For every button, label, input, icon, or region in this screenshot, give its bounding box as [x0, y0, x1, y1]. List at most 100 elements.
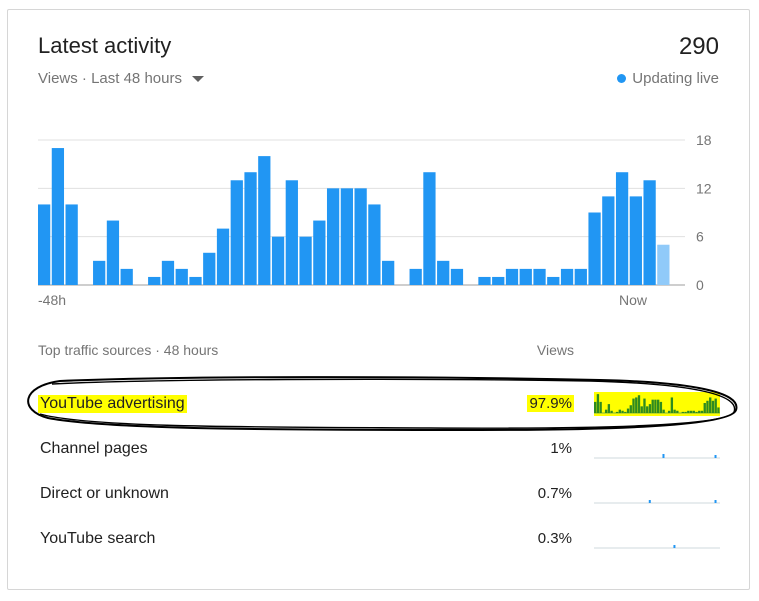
total-views: 290 — [678, 33, 719, 60]
y-tick-label: 12 — [696, 180, 712, 196]
bar[interactable] — [258, 156, 271, 285]
bar[interactable] — [285, 180, 298, 285]
dropdown-caret-icon — [191, 75, 204, 82]
sparkline-bar — [711, 400, 715, 413]
sparkline-bar — [637, 395, 641, 413]
sparkline-bar — [604, 409, 608, 413]
sparkline-bar — [621, 410, 624, 413]
bar[interactable] — [326, 188, 340, 285]
bar[interactable] — [203, 252, 216, 285]
bar[interactable] — [51, 148, 65, 285]
sparkline-bar — [654, 399, 657, 413]
sparkline-bar — [698, 410, 701, 413]
bar[interactable] — [560, 268, 574, 285]
bar[interactable] — [450, 268, 464, 285]
bar[interactable] — [271, 236, 285, 285]
bar[interactable] — [244, 172, 257, 285]
sparkline-bar — [626, 408, 630, 413]
bar[interactable] — [615, 172, 629, 285]
sparkline-bar — [700, 410, 704, 413]
y-tick-label: 0 — [696, 277, 704, 293]
views-column-header: Views — [536, 342, 574, 358]
sparkline-bar — [659, 401, 663, 413]
sparkline-bar — [714, 500, 717, 503]
sparkline-bar — [673, 409, 676, 413]
traffic-source-share: 97.9% — [527, 395, 574, 412]
sparkline-bar — [692, 410, 695, 413]
traffic-sources-header: Top traffic sources · 48 hours — [38, 342, 219, 358]
traffic-row-youtube-search[interactable]: YouTube search 0.3% — [38, 527, 720, 551]
traffic-row-direct-or-unknown[interactable]: Direct or unknown 0.7% — [38, 482, 720, 506]
bar[interactable] — [574, 268, 587, 285]
bar[interactable] — [230, 180, 243, 285]
sparkline-bar — [594, 401, 597, 413]
bar[interactable] — [38, 204, 51, 285]
sparkline-bar — [632, 398, 635, 413]
bar[interactable] — [65, 204, 78, 285]
sparkline-bar — [706, 400, 709, 413]
bar[interactable] — [643, 180, 656, 285]
bar[interactable] — [93, 260, 106, 285]
bar[interactable] — [492, 276, 505, 285]
bar[interactable] — [437, 260, 450, 285]
bar[interactable] — [519, 268, 532, 285]
bar[interactable] — [505, 268, 519, 285]
bar[interactable] — [161, 260, 175, 285]
traffic-row-channel-pages[interactable]: Channel pages 1% — [38, 437, 720, 461]
bar[interactable] — [423, 172, 436, 285]
bar[interactable] — [409, 268, 422, 285]
bar[interactable] — [216, 228, 230, 285]
bar[interactable] — [106, 220, 120, 285]
bar[interactable] — [120, 268, 133, 285]
y-tick-label: 6 — [696, 229, 704, 245]
bar[interactable] — [602, 196, 615, 285]
bar[interactable] — [382, 260, 395, 285]
bar[interactable] — [299, 236, 312, 285]
sparkline-bar — [599, 401, 602, 413]
traffic-sparkline — [594, 392, 720, 416]
bar[interactable] — [313, 220, 326, 285]
sparkline-bar — [689, 410, 693, 413]
sparkline-bar — [646, 406, 649, 413]
sparkline-bar — [624, 411, 627, 413]
live-status-label: Updating live — [632, 70, 719, 87]
traffic-source-label: YouTube advertising — [38, 395, 187, 413]
traffic-source-share: 0.3% — [537, 530, 572, 547]
metric-period-dropdown[interactable]: Views · Last 48 hours — [38, 70, 204, 87]
sparkline-bar — [673, 545, 676, 548]
bar[interactable] — [354, 188, 367, 285]
sparkline-bar — [662, 409, 665, 413]
sparkline-bar — [648, 500, 651, 503]
traffic-source-label: Channel pages — [40, 440, 148, 457]
sparkline-bar — [676, 410, 679, 413]
bar[interactable] — [340, 188, 353, 285]
bar[interactable] — [189, 276, 202, 285]
sparkline-bar — [615, 411, 619, 413]
latest-activity-card — [7, 9, 750, 590]
sparkline-bar — [635, 397, 638, 413]
sparkline-bar — [667, 410, 671, 413]
traffic-source-share: 0.7% — [537, 485, 572, 502]
bar[interactable] — [478, 276, 491, 285]
traffic-source-share: 1% — [550, 440, 572, 457]
x-label-end: Now — [619, 292, 648, 308]
sparkline-bar — [670, 397, 674, 413]
sparkline-bar — [607, 404, 611, 413]
bar[interactable] — [175, 268, 188, 285]
sparkline-bar — [709, 397, 712, 413]
bar[interactable] — [547, 276, 560, 285]
sparkline-bar — [717, 407, 720, 413]
bar[interactable] — [148, 276, 161, 285]
bar[interactable] — [368, 204, 381, 285]
bar[interactable] — [533, 268, 546, 285]
bar[interactable] — [588, 212, 601, 286]
traffic-row-youtube-advertising[interactable]: YouTube advertising 97.9% — [38, 392, 720, 416]
traffic-source-label: YouTube search — [40, 530, 156, 547]
sparkline-bar — [714, 398, 717, 413]
sparkline-bar — [687, 410, 690, 413]
sparkline-bar — [648, 404, 652, 413]
bar[interactable] — [657, 244, 670, 285]
bar[interactable] — [629, 196, 642, 285]
traffic-sparkline — [594, 454, 720, 459]
traffic-sparkline — [594, 545, 720, 549]
